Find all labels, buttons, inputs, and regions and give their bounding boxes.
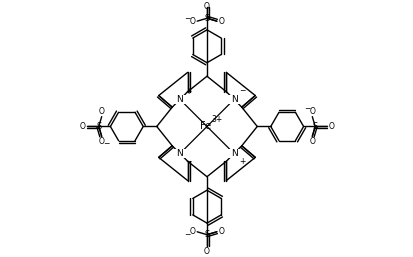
Text: O: O <box>99 137 104 146</box>
Text: Fe: Fe <box>200 122 211 132</box>
Text: O: O <box>204 2 209 11</box>
Text: O: O <box>218 227 224 236</box>
FancyBboxPatch shape <box>228 95 239 104</box>
Text: O: O <box>189 17 195 26</box>
Text: −: − <box>238 87 244 96</box>
Text: N: N <box>176 95 183 104</box>
Text: O: O <box>218 17 224 26</box>
Text: −: − <box>184 230 190 239</box>
Text: O: O <box>79 122 85 131</box>
Text: O: O <box>328 122 334 131</box>
FancyBboxPatch shape <box>174 149 185 158</box>
Text: O: O <box>99 107 104 116</box>
Text: −: − <box>103 140 109 149</box>
Text: −: − <box>304 104 310 113</box>
Text: S: S <box>96 122 101 131</box>
Text: O: O <box>309 137 314 146</box>
Text: S: S <box>312 122 317 131</box>
Text: N: N <box>230 149 237 158</box>
Text: +: + <box>184 87 191 96</box>
Text: S: S <box>204 230 209 239</box>
Text: N: N <box>230 95 237 104</box>
Text: O: O <box>204 247 209 256</box>
Text: N: N <box>176 149 183 158</box>
Text: −: − <box>184 157 191 166</box>
Text: 3+: 3+ <box>211 115 223 124</box>
Text: −: − <box>184 14 190 23</box>
Text: O: O <box>309 107 314 116</box>
FancyBboxPatch shape <box>228 149 239 158</box>
Text: +: + <box>238 157 244 166</box>
FancyBboxPatch shape <box>174 95 185 104</box>
Text: S: S <box>204 14 209 23</box>
Text: O: O <box>189 227 195 236</box>
